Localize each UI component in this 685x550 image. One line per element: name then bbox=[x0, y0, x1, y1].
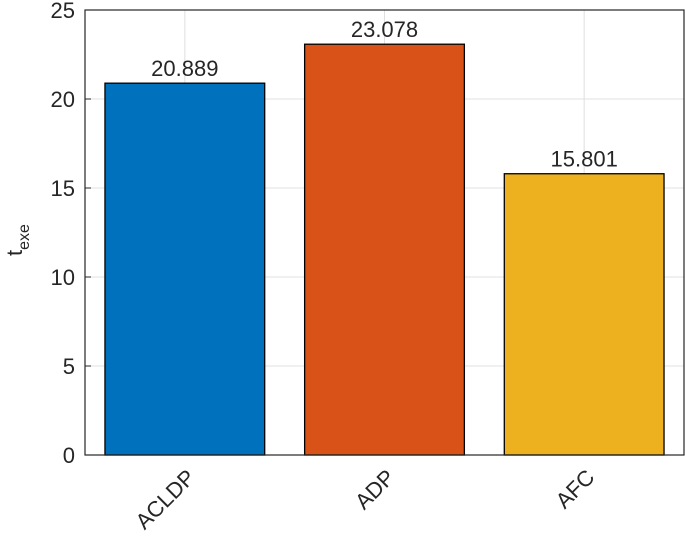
x-tick-label: ACLDP bbox=[130, 465, 200, 535]
bar bbox=[303, 43, 466, 456]
y-axis-label-subscript: exe bbox=[16, 224, 33, 250]
y-tick-label: 5 bbox=[63, 354, 75, 379]
y-tick-label: 15 bbox=[51, 176, 75, 201]
y-axis-label-text: t bbox=[2, 250, 27, 256]
data-label: 20.889 bbox=[151, 56, 218, 81]
plot-frame bbox=[84, 9, 685, 456]
x-tick-label: ADP bbox=[350, 465, 400, 515]
y-tick-label: 0 bbox=[63, 443, 75, 468]
bar bbox=[503, 173, 665, 456]
y-tick-label: 20 bbox=[51, 87, 75, 112]
bar bbox=[104, 82, 266, 456]
y-tick-label: 25 bbox=[51, 0, 75, 23]
x-tick-label: AFC bbox=[551, 464, 600, 513]
y-axis-label: texe bbox=[2, 224, 33, 256]
data-label: 15.801 bbox=[551, 147, 618, 172]
data-label: 23.078 bbox=[351, 17, 418, 42]
y-tick-label: 10 bbox=[51, 265, 75, 290]
